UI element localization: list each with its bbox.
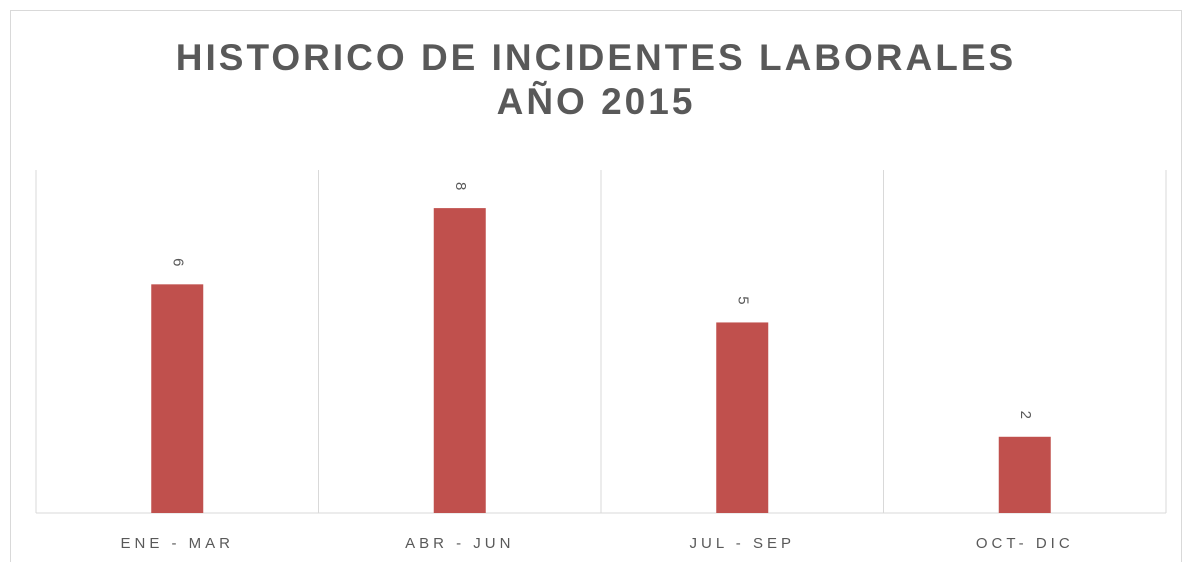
- bar: [433, 208, 486, 513]
- bar: [998, 436, 1051, 513]
- x-tick-label: OCT- DIC: [976, 535, 1074, 552]
- data-label: 5: [734, 296, 751, 304]
- x-tick-label: JUL - SEP: [690, 535, 795, 552]
- x-tick-label: ABR - JUN: [405, 535, 514, 552]
- chart-border: [10, 10, 1182, 562]
- bar: [716, 322, 769, 513]
- x-tick-label: ENE - MAR: [120, 535, 234, 552]
- data-label: 8: [452, 182, 469, 190]
- bar: [151, 284, 204, 513]
- data-label: 2: [1017, 411, 1034, 419]
- data-label: 6: [169, 258, 186, 266]
- chart-title: HISTORICO DE INCIDENTES LABORALES AÑO 20…: [175, 37, 1017, 122]
